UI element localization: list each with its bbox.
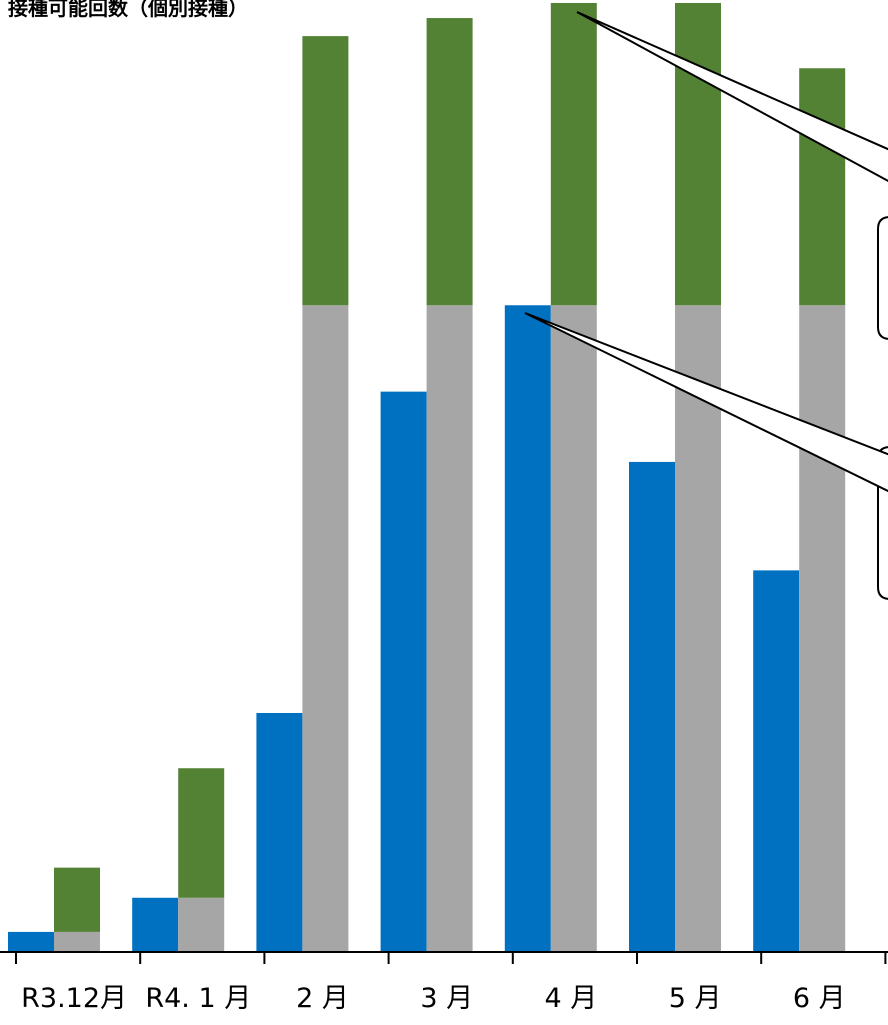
x-tick-label: 3 月 [420,983,473,1014]
bar-series2-5 [675,305,721,952]
x-tick-label: R4. 1 月 [145,983,251,1014]
bar-series1-1 [132,897,179,952]
x-axis: R3.12月 R4. 1 月 2 月 3 月 4 月 5 月 6 月 [0,951,888,1014]
x-tick-label: R3.12月 [21,983,127,1014]
bar-series1-5 [629,461,675,952]
bar-series1-2 [256,712,303,952]
chart-title: 接種可能回数（個別接種） [8,0,248,20]
bar-series3-6 [799,68,846,306]
bar-series1-3 [380,391,427,952]
bar-series3-4 [550,2,597,306]
bar-series3-3 [426,18,473,306]
bar-series3-2 [302,36,349,306]
x-tick-label: 4 月 [545,983,598,1014]
bar-series1-6 [753,570,800,952]
bar-series2-0 [54,931,100,952]
bar-series2-2 [302,305,349,952]
bar-series2-6 [799,305,846,952]
x-tick-label: 5 月 [669,983,722,1014]
bar-series2-4 [550,305,597,952]
callout-pointer-bottom [524,312,888,493]
x-tick-label: 6 月 [793,983,846,1014]
bars-group [8,2,846,952]
bar-series2-1 [178,897,225,952]
bar-series1-4 [504,305,551,952]
bar-series1-0 [8,931,54,952]
callouts-group [524,11,888,600]
x-tick-label: 2 月 [296,983,349,1014]
bar-series3-0 [54,867,100,932]
bar-series3-1 [178,768,225,898]
callout-pointer-top [576,11,888,183]
callout-balloon-top [877,216,888,340]
bar-series2-3 [426,305,473,952]
bar-series3-5 [675,2,721,306]
